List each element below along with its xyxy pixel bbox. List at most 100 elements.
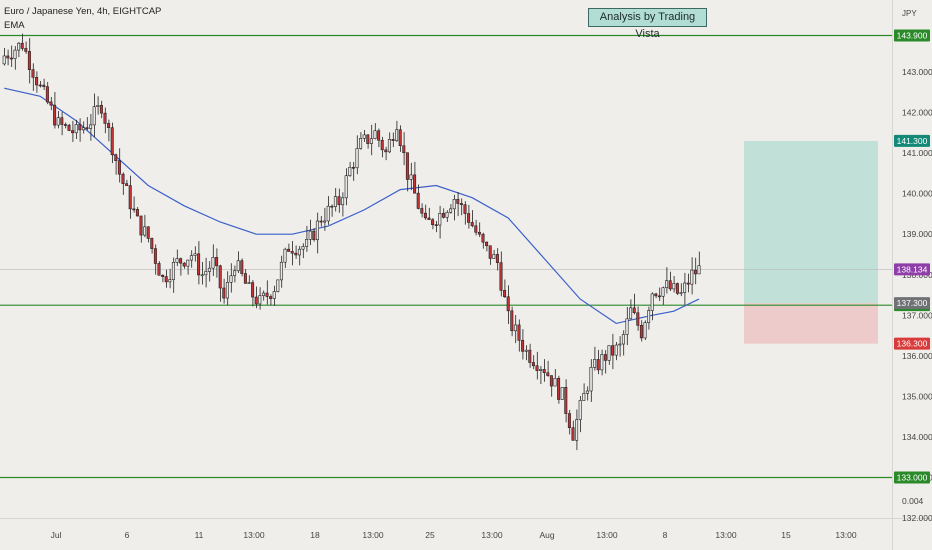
target-zone[interactable]: [744, 140, 878, 304]
candle-body: [596, 359, 600, 371]
candle-body: [31, 69, 35, 78]
candle-body: [366, 134, 370, 144]
candle-body: [117, 160, 121, 175]
ema-indicator-label[interactable]: EMA: [4, 20, 25, 31]
candle-body: [229, 275, 233, 283]
candle-body: [132, 208, 136, 211]
time-tick-label: 13:00: [596, 530, 618, 540]
candle-body: [485, 241, 489, 247]
candle-body: [459, 203, 463, 206]
candle-body: [297, 248, 301, 256]
candle-body: [456, 199, 460, 204]
candle-body: [272, 291, 276, 299]
candle-body: [222, 287, 226, 299]
candle-body: [319, 220, 323, 223]
price-tick-label: 142.000: [902, 108, 932, 118]
candle-body: [629, 307, 633, 320]
candle-body: [528, 349, 532, 363]
entry-tag[interactable]: 137.300: [897, 298, 928, 308]
candle-body: [60, 117, 64, 125]
candle-body: [161, 274, 165, 277]
candle-body: [215, 257, 219, 267]
time-tick-label: 13:00: [835, 530, 857, 540]
candle-body: [233, 270, 237, 277]
candle-body: [427, 217, 431, 221]
candle-body: [384, 149, 388, 153]
candle-body: [582, 393, 586, 401]
candle-body: [348, 167, 352, 176]
candle-body: [686, 282, 690, 285]
candle-body: [470, 222, 474, 227]
candle-body: [276, 279, 280, 292]
candle-body: [657, 295, 661, 298]
candle-body: [114, 154, 118, 161]
price-tick-label: 141.000: [902, 148, 932, 158]
candle-body: [693, 269, 697, 275]
candle-body: [179, 258, 183, 264]
candle-body: [665, 280, 669, 289]
candle-body: [585, 390, 589, 394]
candle-body: [369, 138, 373, 144]
symbol-title[interactable]: Euro / Japanese Yen, 4h, EIGHTCAP: [4, 6, 162, 17]
candle-body: [557, 378, 561, 400]
candle-body: [315, 220, 319, 241]
candle-body: [337, 196, 341, 206]
target-tag[interactable]: 141.300: [897, 136, 928, 146]
stop-zone[interactable]: [744, 303, 878, 344]
candle-body: [78, 124, 82, 131]
candle-body: [312, 230, 316, 241]
candle-body: [168, 279, 172, 283]
level-tag[interactable]: 143.900: [897, 31, 928, 41]
candle-body: [639, 325, 643, 339]
candle-body: [74, 124, 78, 134]
candle-body: [377, 130, 381, 141]
time-tick-label: 13:00: [481, 530, 503, 540]
candle-body: [225, 282, 229, 299]
candle-body: [186, 259, 190, 267]
ema-line[interactable]: [4, 87, 700, 325]
candle-body: [492, 254, 496, 259]
candle-body: [89, 124, 93, 129]
stop-tag[interactable]: 136.300: [897, 339, 928, 349]
candle-body: [45, 86, 49, 103]
current-price-tag[interactable]: 138.134: [897, 264, 928, 274]
candle-body: [182, 262, 186, 267]
candle-body: [236, 260, 240, 272]
candle-body: [258, 295, 262, 305]
candle-body: [452, 199, 456, 210]
candle-body: [351, 167, 355, 169]
time-tick-label: 6: [125, 530, 130, 540]
candle-body: [283, 248, 287, 263]
candle-body: [27, 51, 31, 70]
time-tick-label: 25: [425, 530, 435, 540]
candle-body: [24, 48, 28, 52]
candle-body: [146, 226, 150, 239]
time-tick-label: 18: [310, 530, 320, 540]
candle-body: [542, 369, 546, 374]
candle-body: [524, 349, 528, 352]
candle-body: [305, 239, 309, 247]
candle-body: [614, 344, 618, 356]
candle-body: [564, 387, 568, 414]
candle-body: [387, 139, 391, 153]
level-tag[interactable]: 133.000: [897, 473, 928, 483]
candle-body: [103, 112, 107, 124]
candle-body: [654, 293, 658, 297]
candle-body: [197, 253, 201, 276]
candle-body: [683, 282, 687, 293]
candle-body: [81, 127, 85, 131]
candle-body: [679, 292, 683, 294]
candle-body: [618, 343, 622, 346]
candle-body: [279, 261, 283, 281]
time-tick-label: Jul: [51, 530, 62, 540]
level-tag-bg: [894, 29, 930, 42]
candle-body: [474, 225, 478, 233]
candle-body: [445, 212, 449, 218]
price-axis-unit[interactable]: JPY: [902, 9, 917, 18]
price-tick-label: 132.000: [902, 513, 932, 523]
candle-body: [110, 127, 114, 156]
candle-body: [661, 287, 665, 297]
candle-body: [409, 174, 413, 180]
time-tick-label: 11: [195, 530, 204, 540]
